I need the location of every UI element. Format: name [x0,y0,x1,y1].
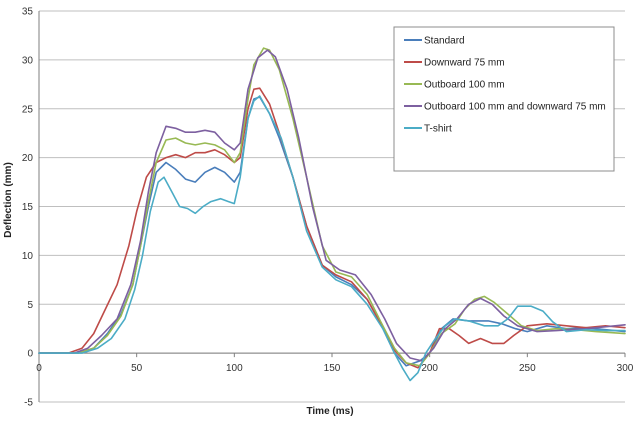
legend-label: T-shirt [424,124,452,135]
legend-label: Outboard 100 mm [424,80,505,91]
x-tick-label: 0 [36,363,42,374]
legend-label: Standard [424,36,465,47]
y-tick-label: -5 [24,398,33,409]
y-tick-label: 5 [27,300,33,311]
y-tick-label: 20 [22,153,34,164]
y-tick-label: 25 [22,104,34,115]
legend-box [393,26,615,172]
tick-labels: -5 0 5 10 15 20 25 30 35 0 50 100 150 200 250 300 [22,7,634,409]
x-tick-label: 150 [324,363,341,374]
series-lines [38,47,626,382]
x-tick-label: 50 [131,363,143,374]
x-tick-label: 100 [226,363,243,374]
x-tick-label: 250 [519,363,536,374]
x-tick-label: 200 [421,363,438,374]
y-tick-label: 0 [27,349,33,360]
y-tick-label: 10 [22,251,34,262]
legend-label: Downward 75 mm [424,58,505,69]
x-tick-label: 300 [617,363,634,374]
series-line-2 [38,47,626,367]
y-tick-label: 35 [22,7,34,18]
legend: Standard Downward 75 mm Outboard 100 mm Out… [393,26,615,172]
legend-label: Outboard 100 mm and downward 75 mm [424,102,606,113]
y-tick-label: 30 [22,55,34,66]
y-tick-label: 15 [22,202,34,213]
x-axis-title: Time (ms) [306,406,353,417]
series-line-3 [38,49,626,362]
y-axis-title: Deflection (mm) [3,162,14,238]
series-line-4 [38,95,626,382]
